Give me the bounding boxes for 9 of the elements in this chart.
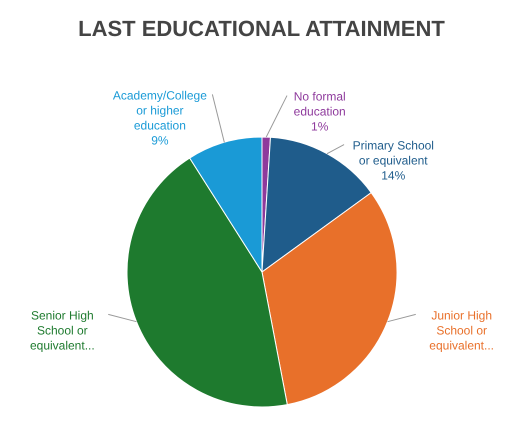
slice-label: Primary School or equivalent — [352, 138, 434, 168]
slice-label: No formal education — [294, 90, 346, 119]
data-label: 14% — [381, 168, 406, 183]
chart-title: LAST EDUCATIONAL ATTAINMENT — [78, 16, 446, 41]
data-label: 1% — [311, 120, 329, 134]
slice-label: Junior High School or equivalent... — [429, 308, 494, 352]
data-label: 9% — [151, 133, 169, 148]
slice-label: Senior High School or equivalent... — [30, 308, 95, 352]
slice-label: Academy/College or higher education — [112, 88, 208, 132]
